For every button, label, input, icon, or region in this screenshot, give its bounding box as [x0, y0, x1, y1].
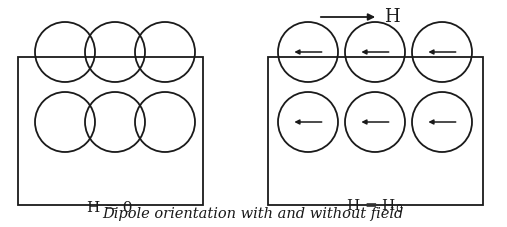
Text: H = 0: H = 0	[87, 201, 133, 215]
Bar	[18, 57, 203, 205]
Text: H: H	[384, 8, 400, 26]
Text: H = H$_0$: H = H$_0$	[346, 197, 404, 215]
Text: Dipole orientation with and without field: Dipole orientation with and without fiel…	[102, 207, 404, 221]
Bar	[268, 57, 483, 205]
